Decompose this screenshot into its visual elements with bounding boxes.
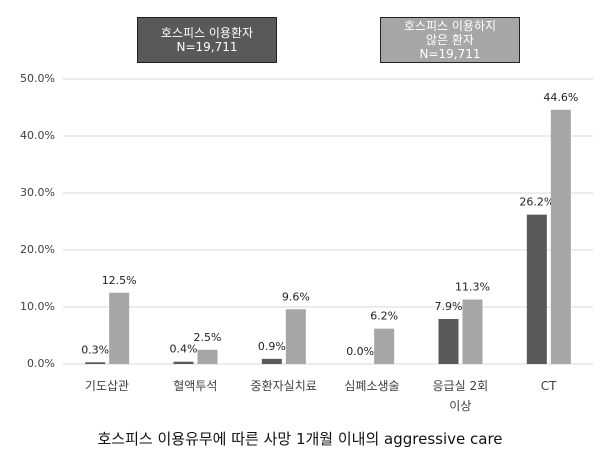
value-label: 11.3% [455, 281, 490, 294]
bar [550, 109, 571, 364]
value-label: 2.5% [194, 331, 222, 344]
y-tick-label: 40.0% [20, 129, 55, 142]
x-tick-label: 심폐소생술 [344, 379, 400, 393]
x-tick-label: 중환자실치료 [250, 379, 317, 393]
bar [285, 309, 306, 364]
y-tick-label: 30.0% [20, 186, 55, 199]
caption: 호스피스 이용유무에 따른 사망 1개월 이내의 aggressive care [97, 430, 503, 448]
x-tick-label: 기도삽관 [84, 379, 130, 393]
bar [109, 292, 130, 364]
value-label: 0.3% [81, 343, 109, 356]
bar [197, 349, 218, 364]
bar [526, 214, 547, 364]
y-tick-label: 0.0% [27, 357, 55, 370]
value-label: 26.2% [519, 196, 554, 209]
legend-item: 호스피스 이용하지 않은 환자 N=19,711 [380, 17, 520, 63]
value-label: 0.9% [258, 340, 286, 353]
bar [374, 328, 395, 364]
value-label: 0.0% [346, 345, 374, 358]
y-tick-label: 10.0% [20, 300, 55, 313]
value-label: 0.4% [170, 343, 198, 356]
y-tick-label: 20.0% [20, 243, 55, 256]
value-label: 6.2% [370, 310, 398, 323]
value-label: 12.5% [102, 274, 137, 287]
bar [173, 361, 194, 364]
x-tick-label: 응급실 2회 이상 [432, 379, 489, 413]
x-tick-label: 혈액투석 [173, 379, 218, 393]
value-label: 7.9% [435, 300, 463, 313]
bar [261, 358, 282, 364]
legend-item: 호스피스 이용환자 N=19,711 [137, 17, 277, 63]
x-tick-label: CT [540, 379, 557, 393]
bar [462, 299, 483, 364]
bar [85, 362, 106, 364]
bar [438, 318, 459, 364]
value-label: 9.6% [282, 290, 310, 303]
value-label: 44.6% [543, 91, 578, 104]
y-tick-label: 50.0% [20, 72, 55, 85]
